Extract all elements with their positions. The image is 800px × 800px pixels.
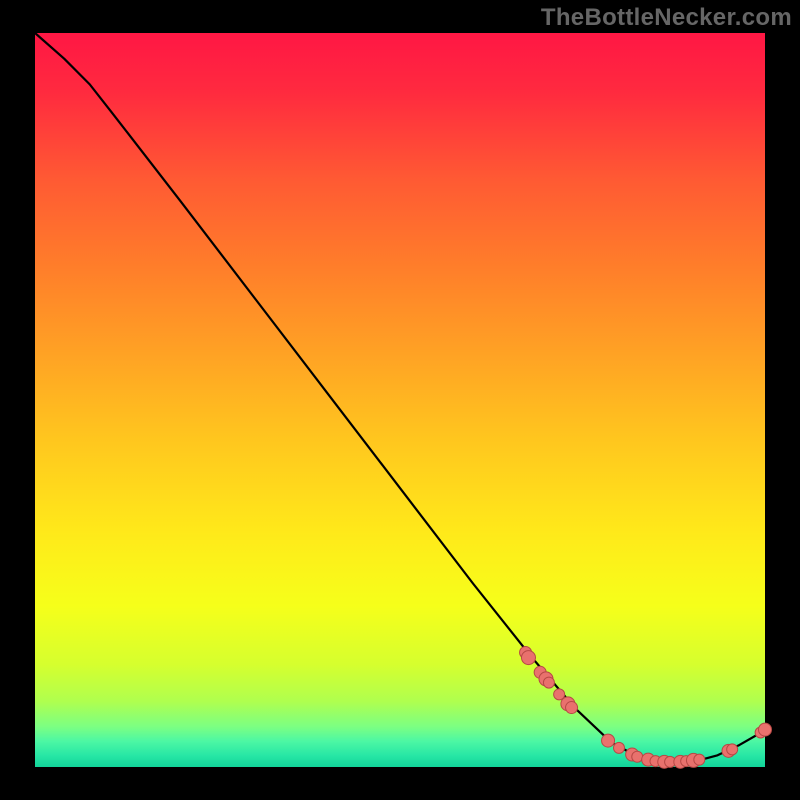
plot-background [35,33,765,767]
data-marker [602,734,615,747]
data-marker [694,754,705,765]
chart-svg [0,0,800,800]
chart-stage: TheBottleNecker.com [0,0,800,800]
data-marker [727,744,738,755]
data-marker [614,742,625,753]
data-marker [521,651,535,665]
data-marker [566,702,578,714]
data-marker [543,677,554,688]
data-marker [632,751,643,762]
data-marker [759,723,772,736]
data-marker [554,689,565,700]
